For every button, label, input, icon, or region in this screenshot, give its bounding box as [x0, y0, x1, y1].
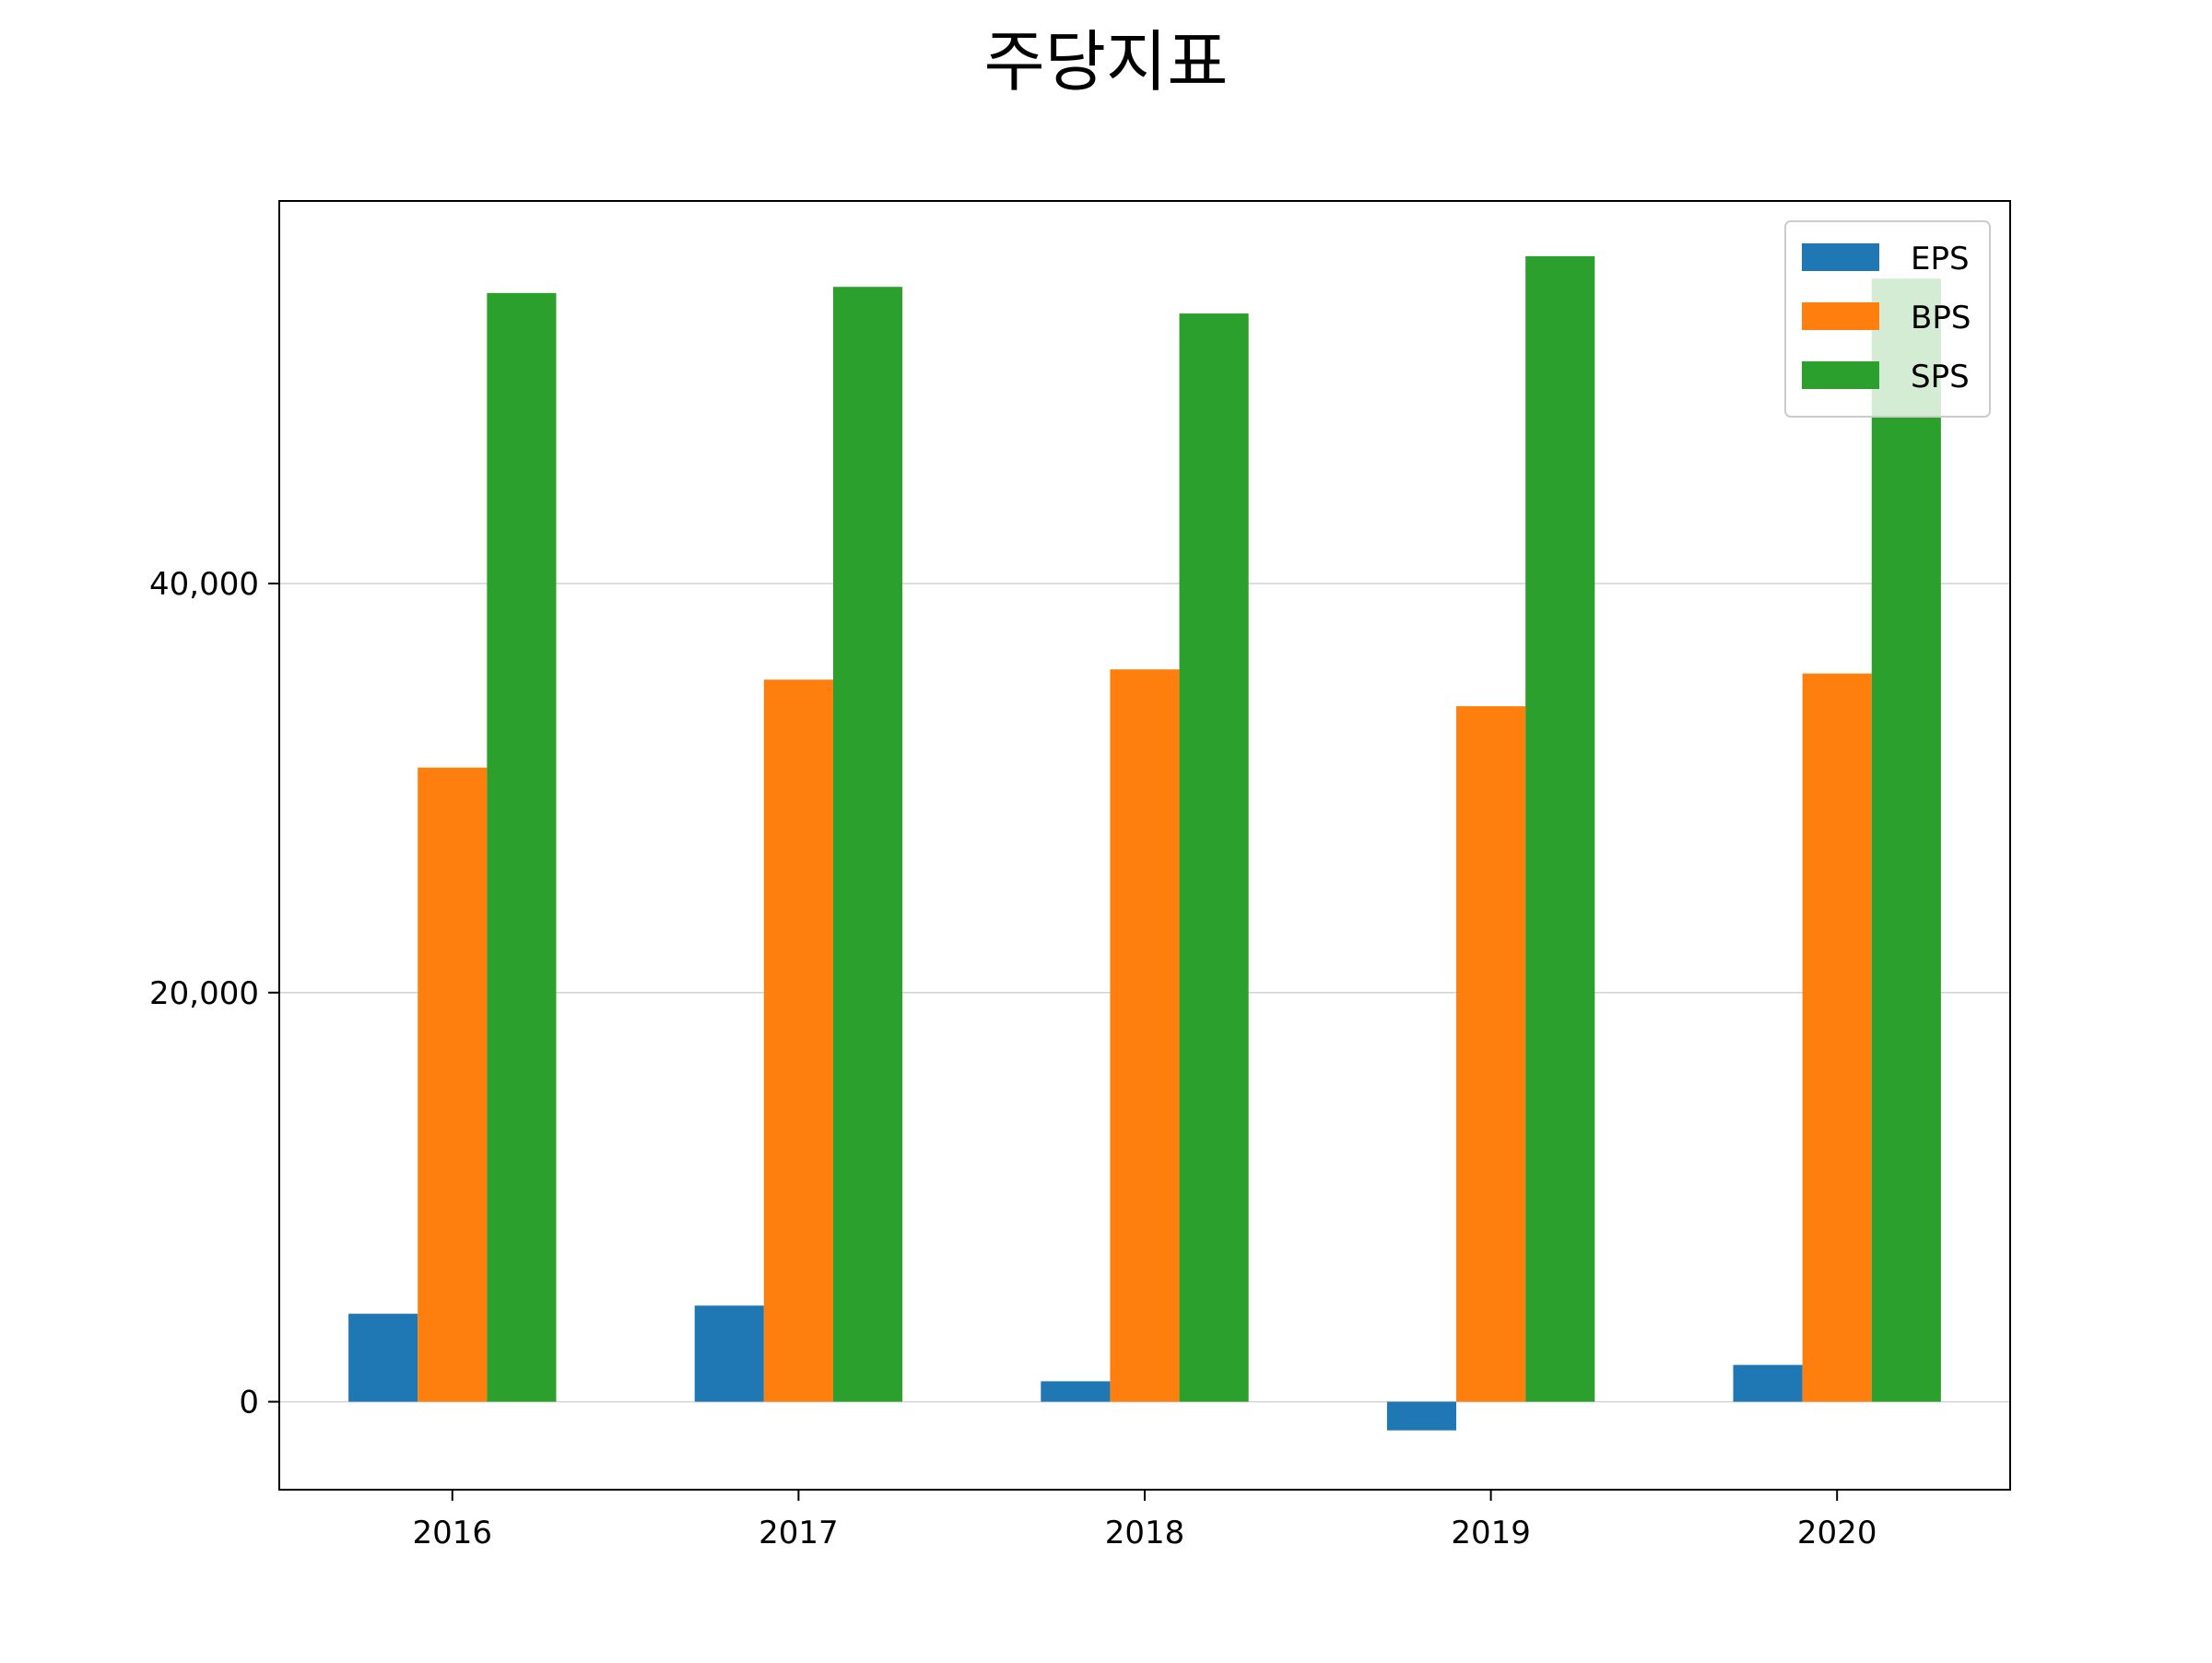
bar-sps-2018: [1179, 313, 1249, 1402]
legend-label-sps: SPS: [1911, 359, 1970, 395]
axes-layer: 0 20,000 40,000 2016 2017 2018 2019 2020: [149, 566, 1877, 1551]
bar-bps-2020: [1802, 673, 1872, 1402]
bar-sps-2016: [487, 292, 557, 1402]
legend-swatch-eps: [1802, 243, 1879, 271]
bar-bps-2018: [1110, 669, 1180, 1402]
y-tick-label: 0: [239, 1385, 259, 1421]
y-tick-label: 20,000: [149, 975, 259, 1012]
chart-title: 주당지표: [984, 23, 1229, 100]
x-tick-label: 2020: [1797, 1515, 1877, 1551]
x-tick-label: 2019: [1451, 1515, 1531, 1551]
bar-eps-2017: [694, 1305, 764, 1402]
bar-bps-2019: [1456, 706, 1526, 1402]
bar-eps-2016: [348, 1314, 418, 1402]
bar-eps-2018: [1041, 1381, 1111, 1402]
legend-swatch-sps: [1802, 361, 1879, 389]
legend-swatch-bps: [1802, 302, 1879, 330]
bar-eps-2019: [1386, 1401, 1457, 1431]
bar-sps-2017: [832, 287, 903, 1402]
bars-layer: [348, 255, 1941, 1431]
x-tick-label: 2017: [759, 1515, 839, 1551]
bar-eps-2020: [1733, 1364, 1803, 1402]
bar-bps-2016: [418, 767, 488, 1402]
x-tick-label: 2018: [1105, 1515, 1185, 1551]
legend-label-eps: EPS: [1911, 241, 1970, 277]
x-tick-label: 2016: [413, 1515, 493, 1551]
legend: EPS BPS SPS: [1784, 220, 1991, 418]
bar-sps-2019: [1525, 255, 1595, 1402]
legend-label-bps: BPS: [1911, 300, 1971, 336]
bar-sps-2020: [1871, 278, 1941, 1402]
bar-bps-2017: [763, 679, 833, 1402]
y-tick-label: 40,000: [149, 566, 259, 603]
